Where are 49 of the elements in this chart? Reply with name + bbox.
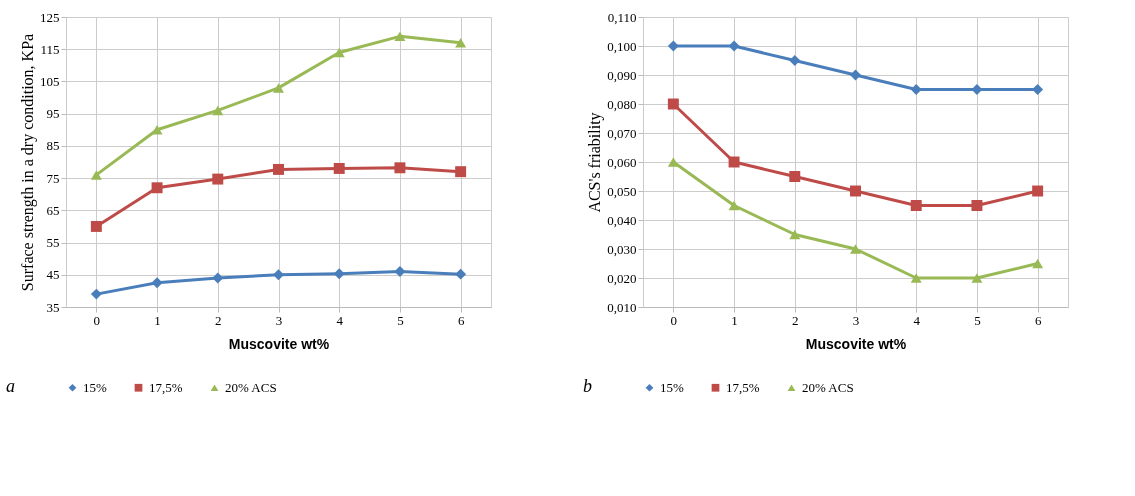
x-tick-label: 2 — [215, 312, 222, 328]
y-tick-label: 85 — [46, 138, 60, 154]
x-tick-label: 4 — [913, 312, 921, 328]
x-tick-label: 1 — [731, 312, 738, 328]
y-tick-label: 0,010 — [607, 299, 637, 315]
legend-label: 15% — [83, 379, 107, 395]
y-tick-label: 115 — [40, 41, 60, 57]
y-tick-label: 35 — [46, 299, 60, 315]
y-tick-label: 0,040 — [607, 212, 637, 228]
x-tick-label: 3 — [852, 312, 860, 328]
legend-label: 17,5% — [149, 379, 183, 395]
text: a — [6, 376, 15, 396]
y-tick-label: 0,030 — [607, 241, 637, 257]
x-axis-title: Muscovite wt% — [805, 335, 907, 352]
x-tick-label: 5 — [397, 312, 404, 328]
legend-label: 17,5% — [726, 379, 760, 395]
legend-label: 20% ACS — [802, 379, 854, 395]
y-tick-label: 95 — [46, 106, 60, 122]
y-tick-label: 0,110 — [607, 9, 637, 25]
y-tick-label: 0,020 — [607, 270, 637, 286]
y-tick-label: 0,100 — [607, 38, 637, 54]
legend-label: 20% ACS — [225, 379, 277, 395]
y-axis-title: ACS's friability — [586, 112, 605, 213]
y-tick-label: 105 — [40, 73, 60, 89]
y-axis-title: Surface strength in a dry condition, KPa — [19, 33, 37, 292]
y-tick-label: 0,090 — [607, 67, 637, 83]
y-tick-label: 75 — [46, 170, 60, 186]
point — [90, 170, 102, 180]
y-tick-label: 0,060 — [607, 154, 637, 170]
y-tick-label: 0,080 — [607, 96, 637, 112]
y-tick-label: 65 — [46, 202, 60, 218]
x-tick-label: 6 — [457, 312, 465, 328]
x-tick-label: 0 — [93, 312, 101, 328]
x-tick-label: 6 — [1034, 312, 1042, 328]
x-tick-label: 0 — [670, 312, 678, 328]
legend-label: 15% — [660, 379, 684, 395]
x-tick-label: 5 — [974, 312, 981, 328]
x-tick-label: 1 — [154, 312, 161, 328]
x-axis-title: Muscovite wt% — [228, 335, 330, 352]
y-tick-label: 0,050 — [607, 183, 637, 199]
text: b — [583, 376, 592, 396]
point — [455, 38, 467, 48]
y-tick-label: 55 — [46, 235, 60, 251]
y-tick-label: 125 — [40, 9, 60, 25]
x-tick-label: 3 — [275, 312, 283, 328]
x-tick-label: 4 — [336, 312, 344, 328]
x-tick-label: 2 — [792, 312, 799, 328]
y-tick-label: 0,070 — [607, 125, 637, 141]
y-tick-label: 45 — [46, 267, 60, 283]
